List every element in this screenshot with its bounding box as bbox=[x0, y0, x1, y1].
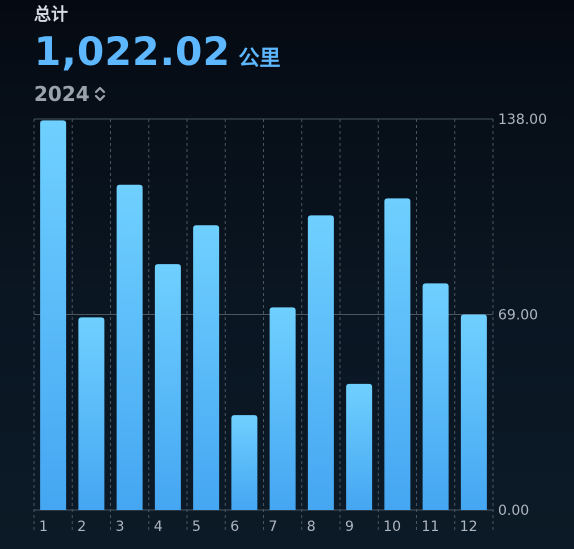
x-tick-label: 3 bbox=[116, 519, 125, 535]
bar-month-10[interactable] bbox=[384, 198, 411, 511]
total-row: 1,022.02 公里 bbox=[34, 30, 280, 76]
x-tick-label: 6 bbox=[230, 519, 239, 535]
bar-month-6[interactable] bbox=[231, 415, 258, 510]
bar-month-11[interactable] bbox=[422, 283, 449, 510]
y-tick-label: 69.00 bbox=[498, 308, 538, 324]
bar-month-3[interactable] bbox=[116, 184, 143, 510]
x-tick-label: 5 bbox=[192, 519, 201, 535]
x-tick-label: 9 bbox=[345, 519, 354, 535]
chart-grid bbox=[33, 118, 494, 530]
x-tick-label: 8 bbox=[307, 519, 316, 535]
bar-month-7[interactable] bbox=[269, 307, 296, 510]
y-tick-label: 138.00 bbox=[498, 112, 547, 128]
chevron-up-down-icon bbox=[94, 85, 106, 103]
chart-bars bbox=[40, 120, 487, 511]
x-tick-label: 1 bbox=[39, 519, 48, 535]
x-tick-label: 4 bbox=[154, 519, 163, 535]
bar-month-2[interactable] bbox=[78, 317, 105, 510]
y-tick-label: 0.00 bbox=[498, 503, 529, 519]
total-distance-unit: 公里 bbox=[238, 46, 281, 70]
x-tick-label: 2 bbox=[77, 519, 86, 535]
bar-month-5[interactable] bbox=[193, 225, 220, 510]
x-tick-label: 11 bbox=[422, 519, 440, 535]
year-value: 2024 bbox=[34, 82, 90, 106]
bar-month-12[interactable] bbox=[460, 314, 487, 511]
bar-month-9[interactable] bbox=[346, 383, 373, 510]
bar-month-4[interactable] bbox=[154, 264, 181, 510]
x-tick-label: 7 bbox=[269, 519, 278, 535]
summary-header: 总计 1,022.02 公里 2024 bbox=[34, 4, 280, 106]
x-tick-label: 10 bbox=[383, 519, 401, 535]
total-distance-value: 1,022.02 bbox=[34, 30, 231, 75]
bar-month-8[interactable] bbox=[307, 215, 334, 511]
year-selector[interactable]: 2024 bbox=[34, 82, 280, 106]
bar-month-1[interactable] bbox=[40, 120, 67, 511]
total-label: 总计 bbox=[34, 5, 68, 25]
x-tick-label: 12 bbox=[460, 519, 478, 535]
